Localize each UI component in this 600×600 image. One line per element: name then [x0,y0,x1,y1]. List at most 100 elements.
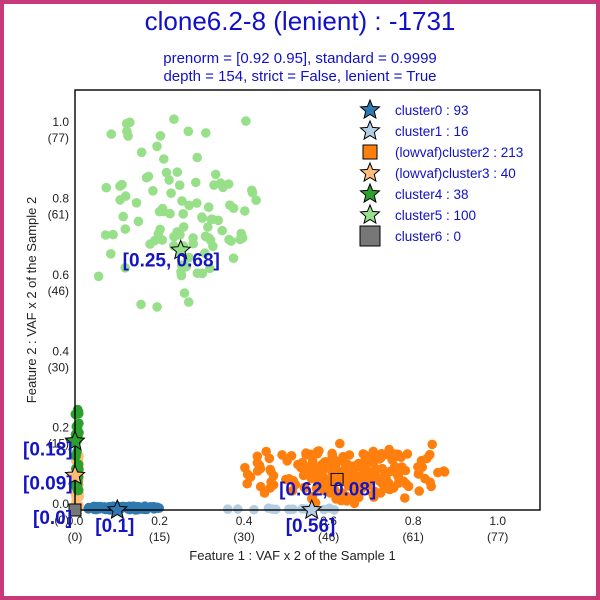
data-point [369,492,379,502]
annotation-label-2: [0.18] [23,439,73,460]
x-tick-sublabel-1: (15) [149,530,170,544]
x-tick-sublabel-2: (30) [233,530,254,544]
series-1-points [223,503,340,515]
data-point [106,249,116,259]
cluster-center-star-0 [106,498,129,520]
data-point [174,180,185,190]
data-point [315,463,326,474]
data-point [264,453,275,464]
data-point [209,180,219,190]
y-tick-sublabel-4: (61) [48,208,69,222]
data-point [152,302,162,312]
data-point [240,462,250,473]
data-point [203,222,213,232]
data-point [213,215,223,226]
data-point [188,233,198,243]
y-tick-sublabel-2: (30) [48,360,69,374]
data-point [131,198,142,208]
data-point [120,224,131,234]
data-point [395,465,406,475]
x-tick-sublabel-0: (0) [68,530,83,544]
annotation-label-0: [0.25, 0.68] [123,250,220,271]
data-point [108,229,118,240]
data-point [252,451,263,462]
data-point [154,206,165,217]
x-tick-label-5: 1.0 [489,514,506,528]
data-point [433,467,443,478]
data-point [172,227,182,237]
data-point [89,501,100,512]
data-point [178,209,188,219]
legend-marker-star-4 [359,182,381,204]
data-point [349,498,360,509]
data-point [192,198,202,208]
data-point [327,454,337,465]
legend-marker-star-0 [359,98,381,120]
data-point [242,478,252,489]
x-tick-label-2: 0.4 [236,514,253,528]
data-point [427,439,438,450]
data-point [360,450,371,461]
data-point [200,248,210,258]
data-point [115,195,125,205]
data-point [179,288,190,298]
y-tick-label-3: 0.6 [52,268,69,282]
legend-marker-star-3 [359,161,381,183]
x-tick-sublabel-3: (46) [318,530,339,544]
data-point [184,252,194,263]
data-point [136,147,147,158]
data-point [357,483,367,494]
data-point [118,211,128,222]
annotation-label-1: [0.62, 0.08] [279,479,376,500]
data-point [115,181,125,191]
data-point [172,167,183,177]
data-point [414,486,425,496]
cluster-center-star-5 [169,239,192,260]
data-point [157,235,168,245]
data-point [422,453,432,464]
data-point [155,131,166,141]
data-point [268,480,279,490]
data-point [133,216,144,227]
data-point [152,141,162,152]
annotation-label-6: [0.0] [33,508,72,529]
data-point [342,476,353,487]
data-point [93,271,104,282]
y-tick-sublabel-0: (0) [54,513,69,527]
data-point [335,438,345,449]
legend-entry-5: cluster5 : 100 [395,208,476,223]
data-point [240,206,250,216]
y-tick-label-1: 0.2 [52,421,69,435]
data-point [203,202,214,212]
data-point [223,504,233,514]
data-point [101,182,112,193]
data-point [401,479,412,489]
x-tick-label-4: 0.8 [405,514,422,528]
data-point [145,239,155,249]
data-point [176,260,187,271]
data-point [247,187,258,198]
data-point [183,126,194,137]
y-tick-sublabel-3: (46) [48,284,69,298]
data-point [322,476,333,486]
data-point [360,462,370,473]
cluster-center-star-3 [64,464,86,485]
legend-entry-6: cluster6 : 0 [395,229,461,244]
data-point [72,483,82,493]
cluster-center-square-6 [68,503,82,517]
data-point [379,479,390,490]
chart-title: clone6.2-8 (lenient) : -1731 [144,6,456,36]
data-point [141,172,152,183]
data-point [73,408,84,419]
data-point [210,169,221,180]
data-point [400,493,410,503]
data-point [371,464,381,474]
data-point [377,449,387,459]
data-point [241,116,251,126]
data-point [183,297,194,307]
data-point [251,195,261,205]
data-point [299,482,310,493]
data-point [201,128,211,138]
data-point [155,224,165,235]
